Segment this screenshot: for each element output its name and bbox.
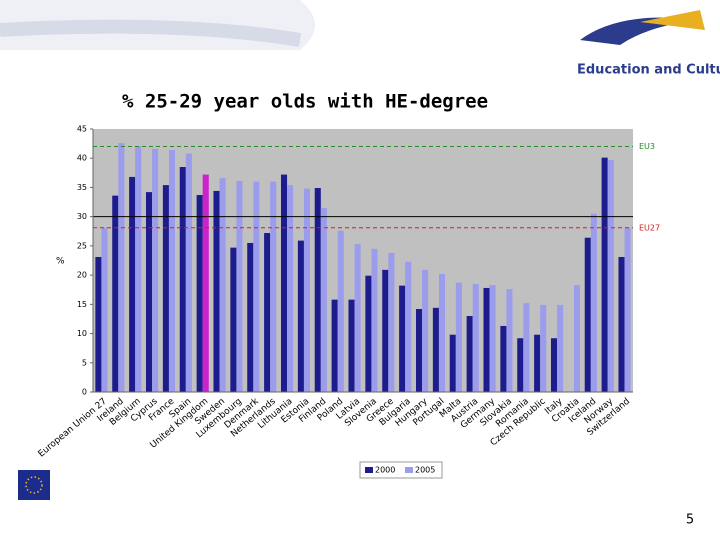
bar [337,230,344,392]
bar [489,285,496,392]
bar [584,237,591,392]
bar [382,269,389,392]
bar [135,145,142,392]
page-number: 5 [686,513,694,528]
bar [500,325,507,392]
bar [365,275,372,392]
bar [297,240,304,392]
eu-stars [25,476,43,494]
bar [573,285,581,392]
legend-label: 2005 [415,466,435,475]
legend-swatch [365,467,373,473]
bar [422,269,429,392]
reference-label: EU3 [639,142,655,151]
bar [118,143,125,392]
reference-label: EU27 [639,223,660,232]
bar [534,334,541,392]
y-tick-label: 30 [77,212,87,221]
x-tick-label: European Union 27 [37,397,109,460]
y-tick-label: 20 [77,271,87,280]
bar [230,247,237,392]
bar [162,185,169,392]
bar [607,159,614,392]
eu-flag [18,470,50,500]
bar [196,195,203,392]
bar [280,174,288,392]
bar [320,207,327,392]
legend-label: 2000 [375,466,395,475]
bar [287,185,294,392]
bar [202,174,209,392]
bar [618,256,625,392]
bar [348,299,355,392]
bar [590,213,597,392]
bar [95,256,102,392]
y-tick-label: 25 [77,241,87,250]
bar [415,309,423,392]
bar [540,304,547,392]
bar [236,181,243,392]
y-tick-label: 35 [77,183,87,192]
bar [432,307,439,392]
bar [112,195,119,392]
bar [303,188,311,392]
bar [264,233,271,392]
bar [270,181,277,392]
bar [466,316,473,392]
header-swoosh [0,19,302,47]
bar [557,304,564,392]
bar [145,192,153,392]
y-axis-label: % [56,257,65,267]
y-tick-label: 45 [77,125,87,134]
y-tick-label: 10 [77,329,87,338]
chart-title: % 25-29 year olds with HE-degree [122,91,488,113]
bar [247,242,254,392]
y-tick-label: 40 [77,154,87,163]
bar [483,287,490,392]
bar [354,244,361,392]
bar [101,227,108,392]
y-tick-label: 15 [77,300,87,309]
bar [253,181,260,392]
bar [129,176,136,392]
bar [438,273,446,392]
legend-swatch [405,467,413,473]
bar [506,289,513,392]
brand: Education and Culture [577,63,720,78]
bar [405,261,412,392]
bar [550,338,558,392]
bar [399,285,406,392]
bar [449,334,456,392]
bar [219,178,226,392]
logo-flag [640,10,705,30]
bar [523,303,530,392]
bar [517,338,524,392]
bar [314,188,321,392]
y-tick-label: 5 [82,358,87,367]
bar [331,299,338,392]
bar [213,190,220,392]
bar [371,248,378,392]
legend-box [359,461,443,479]
bar [185,153,192,392]
bar [455,282,462,392]
bar [472,283,479,392]
bar [179,166,186,392]
bar [601,157,608,392]
bar [624,227,631,392]
bar [388,252,395,392]
bar [168,150,176,392]
bar [152,148,159,392]
y-tick-label: 0 [82,388,87,397]
